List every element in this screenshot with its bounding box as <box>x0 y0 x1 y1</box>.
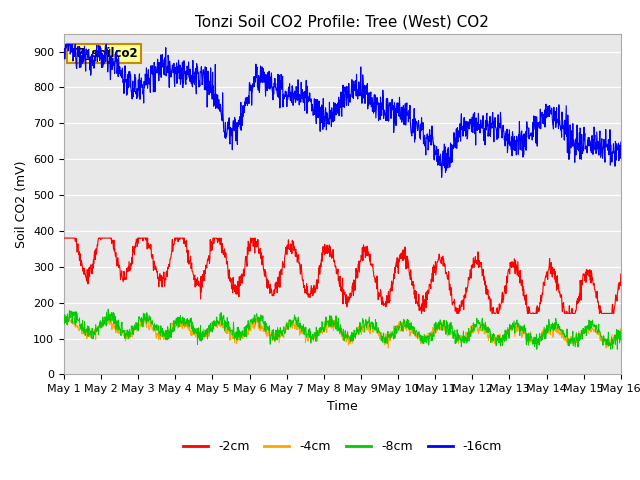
X-axis label: Time: Time <box>327 400 358 413</box>
Title: Tonzi Soil CO2 Profile: Tree (West) CO2: Tonzi Soil CO2 Profile: Tree (West) CO2 <box>195 15 490 30</box>
Y-axis label: Soil CO2 (mV): Soil CO2 (mV) <box>15 160 28 248</box>
Legend: -2cm, -4cm, -8cm, -16cm: -2cm, -4cm, -8cm, -16cm <box>178 435 507 458</box>
Text: TZ_soilco2: TZ_soilco2 <box>70 47 138 60</box>
